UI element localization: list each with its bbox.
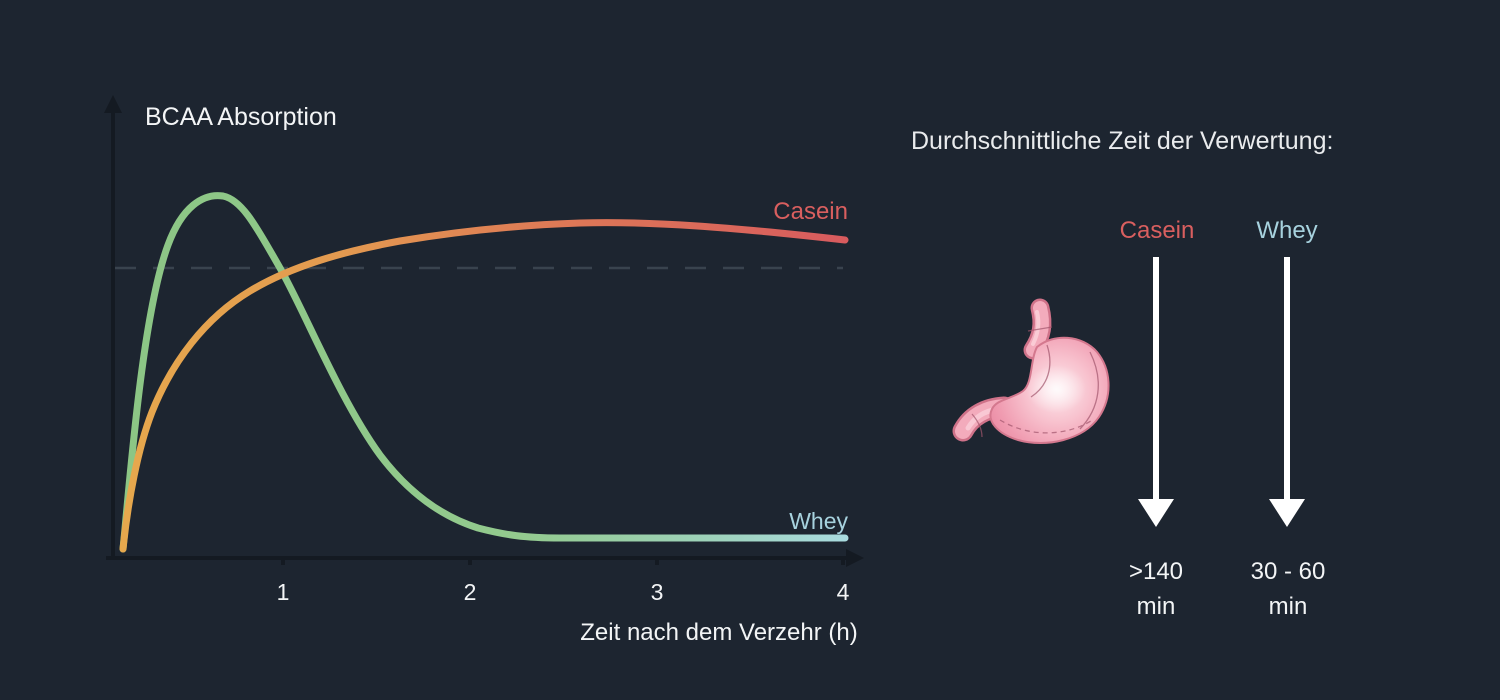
y-axis: [104, 95, 122, 560]
casein-curve: [119, 219, 849, 553]
whey-duration-unit: min: [1268, 593, 1308, 620]
casein-arrow-icon: [1138, 257, 1174, 527]
whey-duration: 30 - 60 min: [1251, 554, 1326, 624]
casein-curve-label: Casein: [773, 198, 848, 225]
x-tick-label-2: 2: [463, 579, 477, 605]
whey-curve: [119, 192, 849, 553]
chart-title: BCAA Absorption: [145, 103, 337, 131]
x-axis: [106, 549, 864, 567]
casein-column-label: Casein: [1119, 217, 1195, 244]
stomach-icon: [952, 298, 1110, 444]
x-axis-ticks: [281, 556, 845, 565]
x-tick-label-4: 4: [836, 579, 850, 605]
whey-arrow-icon: [1269, 257, 1305, 527]
x-tick-label-3: 3: [650, 579, 664, 605]
x-tick-label-1: 1: [276, 579, 290, 605]
whey-curve-label: Whey: [789, 508, 848, 534]
whey-duration-value: 30 - 60: [1250, 558, 1326, 585]
casein-duration-value: >140: [1128, 558, 1184, 585]
right-panel-title: Durchschnittliche Zeit der Verwertung:: [911, 127, 1334, 155]
casein-duration-unit: min: [1136, 593, 1176, 620]
casein-duration: >140 min: [1129, 554, 1183, 624]
y-axis-arrow-icon: [104, 95, 122, 113]
whey-column-label: Whey: [1256, 217, 1318, 244]
x-axis-arrow-icon: [846, 549, 864, 567]
x-axis-label: Zeit nach dem Verzehr (h): [580, 619, 858, 646]
